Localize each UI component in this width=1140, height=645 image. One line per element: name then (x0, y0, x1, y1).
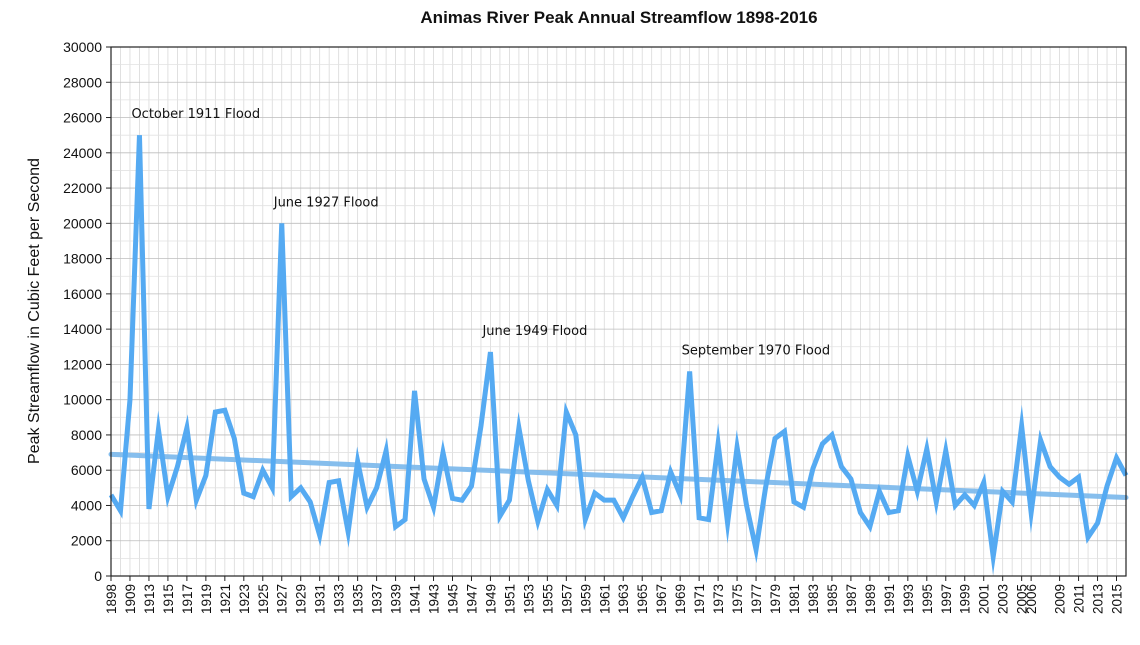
x-tick-label: 1999 (958, 584, 973, 614)
x-tick-label: 1925 (256, 584, 271, 614)
x-tick-label: 1959 (578, 584, 593, 614)
y-tick-label: 4000 (71, 497, 102, 513)
x-tick-label: 1985 (825, 584, 840, 614)
y-tick-label: 24000 (63, 145, 102, 161)
annotation-group: October 1911 Flood June 1927 Flood June 19… (131, 107, 830, 358)
x-tick-label: 1973 (711, 584, 726, 614)
y-axis-label: Peak Streamflow in Cubic Feet per Second (26, 158, 43, 464)
y-tick-label: 16000 (63, 286, 102, 302)
y-tick-label: 14000 (63, 321, 102, 337)
trend-line (108, 451, 1129, 501)
x-tick-label: 1967 (654, 584, 669, 614)
x-tick-label: 1951 (502, 584, 517, 614)
y-tick-label: 2000 (71, 533, 102, 549)
y-tick-label: 22000 (63, 180, 102, 196)
x-tick-label: 1979 (768, 584, 783, 614)
flood-annotation: June 1927 Flood (273, 195, 379, 210)
x-tick-label: 1909 (123, 584, 138, 614)
y-tick-label: 0 (94, 568, 102, 584)
x-tick-label: 1997 (939, 584, 954, 614)
x-tick-label: 1957 (559, 584, 574, 614)
flood-annotation: June 1949 Flood (481, 324, 587, 339)
x-tick-label: 1961 (597, 584, 612, 614)
x-tick-label: 2005 (1015, 584, 1030, 614)
x-tick-label: 1943 (427, 584, 442, 614)
y-tick-label: 28000 (63, 74, 102, 90)
x-tick-label: 1915 (161, 584, 176, 614)
x-tick-label: 1971 (692, 584, 707, 614)
x-tick-label: 1991 (882, 584, 897, 614)
plot-frame (110, 46, 1127, 577)
x-axis: 1898 1909 1913 1915 1917 1919 1921 1923 1925 1927… (104, 576, 1125, 614)
y-axis: 0 2000 4000 6000 8000 10000 12000 14000 16000 180… (63, 39, 111, 584)
x-tick-label: 1917 (180, 584, 195, 614)
y-tick-label: 12000 (63, 356, 102, 372)
x-tick-label: 2013 (1091, 584, 1106, 614)
x-tick-label: 1993 (901, 584, 916, 614)
x-tick-label: 2015 (1110, 584, 1125, 614)
x-tick-label: 1898 (104, 584, 119, 614)
y-tick-label: 30000 (63, 39, 102, 55)
series-group (108, 135, 1129, 576)
x-tick-label: 1989 (863, 584, 878, 614)
x-tick-label: 2006 (1024, 584, 1039, 614)
y-tick-label: 8000 (71, 427, 102, 443)
x-tick-label: 1977 (749, 584, 764, 614)
x-tick-label: 1919 (199, 584, 214, 614)
y-tick-label: 26000 (63, 110, 102, 126)
x-tick-label: 1975 (730, 584, 745, 614)
x-tick-label: 1947 (464, 584, 479, 614)
x-tick-label: 1953 (521, 584, 536, 614)
trend-group (108, 451, 1129, 501)
x-tick-label: 1923 (237, 584, 252, 614)
y-tick-label: 18000 (63, 251, 102, 267)
x-tick-label: 1921 (218, 584, 233, 614)
y-tick-label: 20000 (63, 215, 102, 231)
x-tick-label: 1987 (844, 584, 859, 614)
x-tick-label: 2011 (1072, 584, 1087, 613)
x-tick-label: 2009 (1053, 584, 1068, 614)
x-tick-label: 1995 (920, 584, 935, 614)
y-tick-label: 6000 (71, 462, 102, 478)
x-tick-label: 1981 (787, 584, 802, 614)
chart-title: Animas River Peak Annual Streamflow 1898… (420, 8, 817, 27)
x-tick-label: 1941 (408, 584, 423, 614)
x-tick-label: 1939 (389, 584, 404, 614)
x-tick-label: 1965 (635, 584, 650, 614)
x-tick-label: 1949 (483, 584, 498, 614)
x-tick-label: 1929 (294, 584, 309, 614)
flood-annotation: September 1970 Flood (682, 343, 830, 358)
flood-annotation: October 1911 Flood (131, 107, 260, 122)
x-tick-label: 1983 (806, 584, 821, 614)
x-tick-label: 1933 (332, 584, 347, 614)
y-tick-label: 10000 (63, 392, 102, 408)
x-tick-label: 1963 (616, 584, 631, 614)
x-tick-label: 1955 (540, 584, 555, 614)
x-tick-label: 1913 (142, 584, 157, 614)
x-tick-label: 1935 (351, 584, 366, 614)
x-tick-label: 1937 (370, 584, 385, 614)
x-tick-label: 2003 (996, 584, 1011, 614)
chart-grid (111, 47, 1126, 576)
x-tick-label: 1927 (275, 584, 290, 614)
streamflow-series-line (108, 135, 1129, 576)
x-tick-label: 1931 (313, 584, 328, 614)
x-tick-label: 1969 (673, 584, 688, 614)
x-tick-label: 2001 (977, 584, 992, 614)
x-tick-label: 1945 (445, 584, 460, 614)
